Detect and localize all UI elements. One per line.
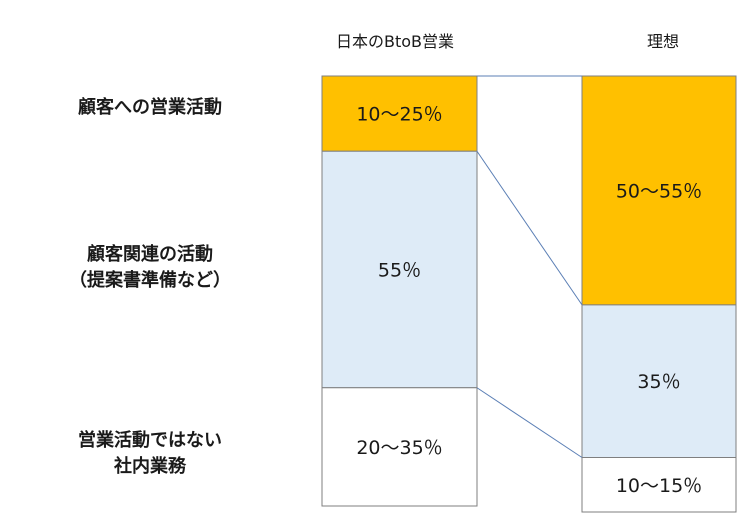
row-label-line: 営業活動ではない	[78, 430, 222, 451]
bar-segment-1-0	[581, 75, 737, 306]
row-label-line: （提案書準備など）	[69, 270, 231, 291]
bar-title-ideal: 理想	[646, 32, 679, 51]
bar-segment-0-0	[321, 75, 478, 152]
row-label-line: 顧客関連の活動	[87, 244, 213, 265]
bar-title-japan: 日本のBtoB営業	[335, 32, 455, 51]
row-label-internal-work: 営業活動ではない 社内業務	[40, 428, 260, 480]
row-label-line: 社内業務	[114, 456, 186, 477]
bar-segment-1-1	[581, 304, 737, 458]
segment-label-1-1: 35％	[637, 371, 680, 393]
bar-segment-0-1	[321, 150, 478, 389]
connector-line-2	[476, 387, 583, 458]
segment-label-0-0: 10〜25％	[356, 104, 442, 126]
bar-segment-0-2	[321, 387, 478, 507]
segment-label-0-2: 20〜35％	[356, 437, 442, 459]
segment-label-0-1: 55％	[378, 260, 421, 282]
segment-label-1-2: 10〜15％	[616, 475, 702, 497]
connector-line-1	[476, 150, 583, 306]
bar-segment-1-2	[581, 457, 737, 513]
segment-label-1-0: 50〜55％	[616, 180, 702, 202]
row-label-customer-related: 顧客関連の活動 （提案書準備など）	[40, 242, 260, 294]
row-label-sales-activity: 顧客への営業活動	[40, 95, 260, 121]
row-label-line: 顧客への営業活動	[78, 97, 222, 118]
